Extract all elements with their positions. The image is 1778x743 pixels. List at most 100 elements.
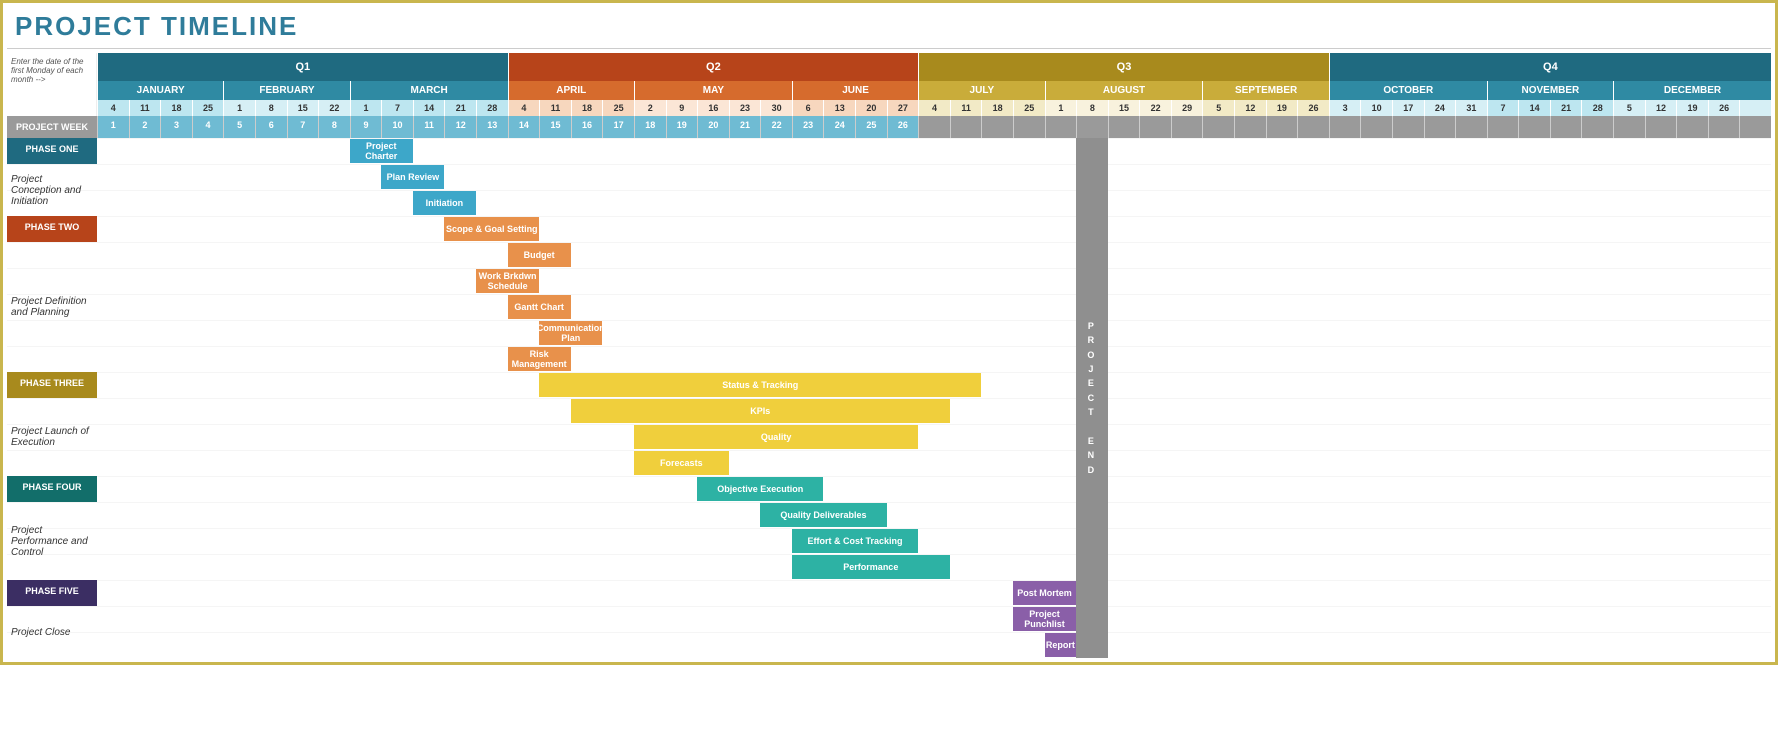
week-16: 16 <box>571 116 603 138</box>
week-18: 18 <box>634 116 666 138</box>
week-30 <box>1013 116 1045 138</box>
task-bar-2[interactable]: Initiation <box>413 191 476 215</box>
week-12: 12 <box>444 116 476 138</box>
quarter-1: Q1 <box>97 53 508 81</box>
week-24: 24 <box>823 116 855 138</box>
week-31 <box>1045 116 1077 138</box>
task-bar-12[interactable]: Forecasts <box>634 451 729 475</box>
week-2: 2 <box>129 116 161 138</box>
title-divider <box>7 48 1771 49</box>
day-cell: 11 <box>539 100 571 116</box>
gantt-chart: Enter the date of the first Monday of ea… <box>7 53 1771 658</box>
week-42 <box>1392 116 1424 138</box>
day-cell: 1 <box>1045 100 1077 116</box>
week-37 <box>1234 116 1266 138</box>
task-bar-17[interactable]: Post Mortem <box>1013 581 1076 605</box>
day-cell: 22 <box>318 100 350 116</box>
task-bar-4[interactable]: Budget <box>508 243 571 267</box>
day-cell: 12 <box>1234 100 1266 116</box>
day-cell <box>1739 100 1771 116</box>
week-26: 26 <box>887 116 919 138</box>
month-may: MAY <box>634 81 792 100</box>
week-19: 19 <box>666 116 698 138</box>
month-february: FEBRUARY <box>223 81 349 100</box>
week-10: 10 <box>381 116 413 138</box>
week-22: 22 <box>760 116 792 138</box>
day-cell: 28 <box>476 100 508 116</box>
task-bar-11[interactable]: Quality <box>634 425 918 449</box>
week-39 <box>1297 116 1329 138</box>
phase-two-subtitle: Project Definition and Planning <box>7 242 97 372</box>
task-bar-5[interactable]: Work Brkdwn Schedule <box>476 269 539 293</box>
task-bar-10[interactable]: KPIs <box>571 399 950 423</box>
task-bar-16[interactable]: Performance <box>792 555 950 579</box>
week-5: 5 <box>223 116 255 138</box>
task-bar-15[interactable]: Effort & Cost Tracking <box>792 529 918 553</box>
week-35 <box>1171 116 1203 138</box>
month-june: JUNE <box>792 81 918 100</box>
phase-one-label: PHASE ONE <box>7 138 97 164</box>
day-cell: 27 <box>887 100 919 116</box>
phase-three-subtitle: Project Launch of Execution <box>7 398 97 476</box>
task-bar-9[interactable]: Status & Tracking <box>539 373 981 397</box>
day-cell: 17 <box>1392 100 1424 116</box>
month-march: MARCH <box>350 81 508 100</box>
task-bar-18[interactable]: Project Punchlist <box>1013 607 1076 631</box>
week-15: 15 <box>539 116 571 138</box>
week-46 <box>1518 116 1550 138</box>
day-cell: 25 <box>602 100 634 116</box>
week-33 <box>1108 116 1140 138</box>
quarter-3: Q3 <box>918 53 1329 81</box>
week-27 <box>918 116 950 138</box>
month-july: JULY <box>918 81 1044 100</box>
week-44 <box>1455 116 1487 138</box>
day-cell: 31 <box>1455 100 1487 116</box>
task-bar-6[interactable]: Gantt Chart <box>508 295 571 319</box>
day-cell: 2 <box>634 100 666 116</box>
week-50 <box>1645 116 1677 138</box>
task-bar-7[interactable]: Communication Plan <box>539 321 602 345</box>
week-38 <box>1266 116 1298 138</box>
day-cell: 14 <box>413 100 445 116</box>
day-cell: 5 <box>1613 100 1645 116</box>
day-cell: 19 <box>1676 100 1708 116</box>
day-cell: 30 <box>760 100 792 116</box>
task-bar-1[interactable]: Plan Review <box>381 165 444 189</box>
project-end-marker: PROJECT END <box>1076 138 1108 658</box>
phase-five-label: PHASE FIVE <box>7 580 97 606</box>
day-cell: 25 <box>1013 100 1045 116</box>
day-cell: 7 <box>381 100 413 116</box>
week-41 <box>1360 116 1392 138</box>
week-23: 23 <box>792 116 824 138</box>
task-bar-14[interactable]: Quality Deliverables <box>760 503 886 527</box>
week-47 <box>1550 116 1582 138</box>
week-4: 4 <box>192 116 224 138</box>
day-cell: 11 <box>950 100 982 116</box>
task-bar-0[interactable]: Project Charter <box>350 139 413 163</box>
day-cell: 4 <box>97 100 129 116</box>
day-cell: 25 <box>192 100 224 116</box>
page-title: PROJECT TIMELINE <box>7 7 1771 46</box>
day-cell: 4 <box>508 100 540 116</box>
day-cell: 7 <box>1487 100 1519 116</box>
month-september: SEPTEMBER <box>1202 81 1328 100</box>
week-45 <box>1487 116 1519 138</box>
day-cell: 6 <box>792 100 824 116</box>
task-bar-13[interactable]: Objective Execution <box>697 477 823 501</box>
week-17: 17 <box>602 116 634 138</box>
week-21: 21 <box>729 116 761 138</box>
week-11: 11 <box>413 116 445 138</box>
task-bar-3[interactable]: Scope & Goal Setting <box>444 217 539 241</box>
day-cell: 5 <box>1202 100 1234 116</box>
day-cell: 18 <box>160 100 192 116</box>
task-bar-8[interactable]: Risk Management <box>508 347 571 371</box>
week-28 <box>950 116 982 138</box>
day-cell: 11 <box>129 100 161 116</box>
phase-one-subtitle: Project Conception and Initiation <box>7 164 97 216</box>
task-bar-19[interactable]: Report <box>1045 633 1077 657</box>
phase-four-subtitle: Project Performance and Control <box>7 502 97 580</box>
day-cell: 1 <box>350 100 382 116</box>
day-cell: 22 <box>1139 100 1171 116</box>
day-cell: 4 <box>918 100 950 116</box>
quarter-2: Q2 <box>508 53 919 81</box>
